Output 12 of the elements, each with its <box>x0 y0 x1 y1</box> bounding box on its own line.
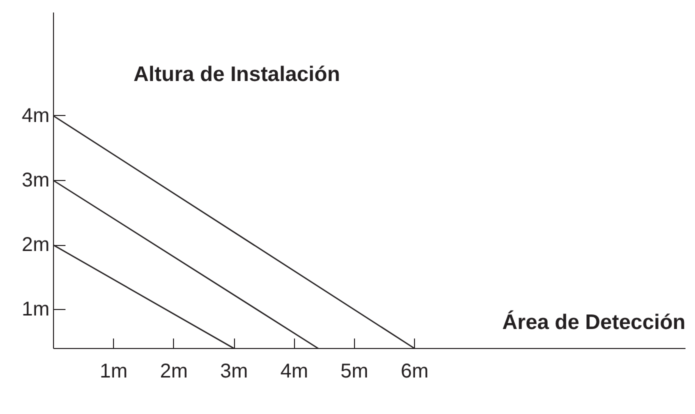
x-axis-title: Área de Detección <box>502 310 686 334</box>
x-tick-label: 5m <box>340 360 368 382</box>
y-tick-label: 1m <box>22 298 50 321</box>
x-tick-label: 3m <box>220 360 248 382</box>
y-tick-label: 3m <box>22 170 50 192</box>
x-tick-label: 1m <box>100 360 128 382</box>
x-tick-label: 2m <box>160 360 188 382</box>
y-axis-title: Altura de Instalación <box>134 63 340 86</box>
y-tick-label: 4m <box>22 104 50 127</box>
x-tick-label: 4m <box>280 360 308 382</box>
x-tick-label: 6m <box>400 360 429 382</box>
y-tick-label: 2m <box>22 234 50 256</box>
